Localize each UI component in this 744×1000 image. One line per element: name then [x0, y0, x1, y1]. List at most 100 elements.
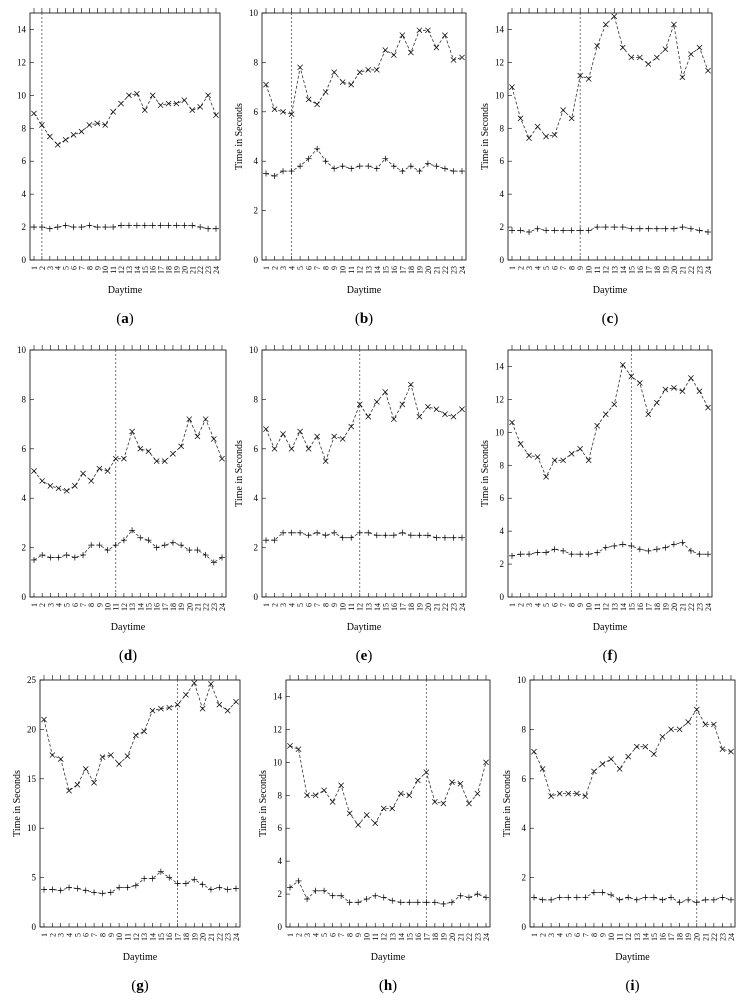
- x-marker: [197, 104, 204, 110]
- x-marker: [526, 135, 532, 141]
- x-marker: [389, 805, 396, 812]
- x-marker: [433, 406, 440, 413]
- x-tick-label: 21: [188, 266, 197, 274]
- y-axis-title: Time in Seconds: [12, 770, 23, 837]
- x-marker: [149, 707, 156, 714]
- x-tick-label: 14: [149, 933, 158, 941]
- plus-marker: [166, 874, 173, 881]
- x-tick-label: 19: [172, 266, 181, 274]
- x-marker: [104, 468, 111, 474]
- x-marker: [679, 74, 686, 81]
- x-tick-label: 2: [48, 933, 57, 937]
- plus-marker: [71, 554, 78, 561]
- plus-marker: [339, 163, 346, 170]
- x-marker: [331, 433, 338, 440]
- plus-marker: [636, 546, 643, 553]
- x-tick-label: 1: [30, 603, 39, 607]
- x-marker: [560, 457, 566, 464]
- x-tick-label: 23: [718, 933, 727, 941]
- x-marker: [616, 766, 623, 772]
- x-tick-label: 11: [593, 603, 602, 611]
- y-tick-label: 10: [27, 823, 37, 833]
- x-tick-label: 17: [667, 933, 676, 941]
- x-tick-label: 16: [414, 933, 423, 941]
- x-tick-label: 11: [371, 933, 380, 941]
- panel-caption: (d): [119, 648, 137, 664]
- caption-letter: g: [136, 978, 144, 994]
- plus-marker: [653, 546, 660, 553]
- x-marker: [551, 132, 558, 138]
- plus-marker: [457, 892, 464, 899]
- y-tick-label: 6: [22, 156, 27, 166]
- x-tick-label: 18: [165, 266, 174, 274]
- x-marker: [208, 681, 214, 687]
- plus-marker: [662, 544, 669, 551]
- plus-marker: [356, 529, 363, 536]
- x-marker: [633, 743, 640, 750]
- plus-marker: [39, 552, 46, 559]
- x-tick-label: 21: [193, 603, 202, 611]
- x-marker: [107, 752, 114, 758]
- x-tick-label: 21: [678, 603, 687, 611]
- plus-marker: [157, 222, 164, 229]
- x-marker: [356, 401, 363, 408]
- y-tick-label: 12: [273, 724, 282, 734]
- y-tick-label: 6: [522, 774, 527, 784]
- x-tick-label: 20: [180, 266, 189, 274]
- x-tick-label: 18: [169, 603, 178, 611]
- x-tick-label: 3: [46, 266, 55, 270]
- y-tick-label: 10: [495, 427, 505, 437]
- plus-marker: [642, 894, 649, 901]
- series-line-plus: [44, 871, 237, 894]
- plus-marker: [219, 554, 225, 561]
- x-tick-label: 10: [339, 266, 348, 274]
- plus-marker: [509, 552, 515, 559]
- plus-marker: [57, 887, 64, 894]
- y-axis-title: Time in Seconds: [234, 103, 245, 170]
- x-marker: [46, 133, 53, 140]
- x-tick-label: 15: [381, 603, 390, 611]
- x-marker: [96, 465, 103, 472]
- plus-marker: [590, 889, 597, 896]
- x-tick-label: 14: [397, 933, 406, 941]
- y-tick-label: 14: [495, 361, 505, 371]
- y-tick-label: 15: [27, 774, 37, 784]
- series-line-plus: [533, 892, 732, 903]
- plot-frame: [507, 12, 713, 261]
- plus-marker: [157, 868, 164, 875]
- x-tick-label: 8: [322, 266, 331, 270]
- x-marker: [705, 67, 711, 74]
- x-marker: [688, 375, 694, 381]
- x-marker: [74, 781, 81, 788]
- plus-marker: [94, 224, 101, 231]
- plus-marker: [539, 896, 546, 903]
- x-marker: [54, 141, 61, 148]
- y-tick-label: 10: [517, 675, 527, 685]
- x-marker: [668, 726, 674, 733]
- plus-marker: [389, 897, 396, 904]
- y-tick-label: 10: [17, 345, 27, 355]
- plus-marker: [450, 534, 457, 541]
- x-marker: [157, 102, 164, 109]
- y-tick-label: 6: [254, 107, 259, 117]
- x-tick-label: 11: [109, 266, 118, 274]
- plus-marker: [194, 547, 201, 554]
- plus-marker: [74, 885, 81, 892]
- panel-caption: (f): [603, 648, 618, 664]
- x-marker: [312, 792, 319, 799]
- x-marker: [194, 433, 201, 440]
- x-tick-label: 18: [407, 603, 416, 611]
- y-axis-title: Time in Seconds: [480, 440, 491, 507]
- plus-marker: [70, 224, 77, 231]
- x-marker: [642, 743, 649, 750]
- plus-marker: [365, 163, 372, 170]
- x-tick-label: 15: [141, 266, 150, 274]
- x-tick-label: 23: [473, 933, 482, 941]
- x-tick-label: 22: [215, 933, 224, 941]
- x-marker: [662, 46, 669, 53]
- x-tick-label: 16: [390, 603, 399, 611]
- x-marker: [263, 81, 269, 88]
- x-marker: [466, 800, 472, 807]
